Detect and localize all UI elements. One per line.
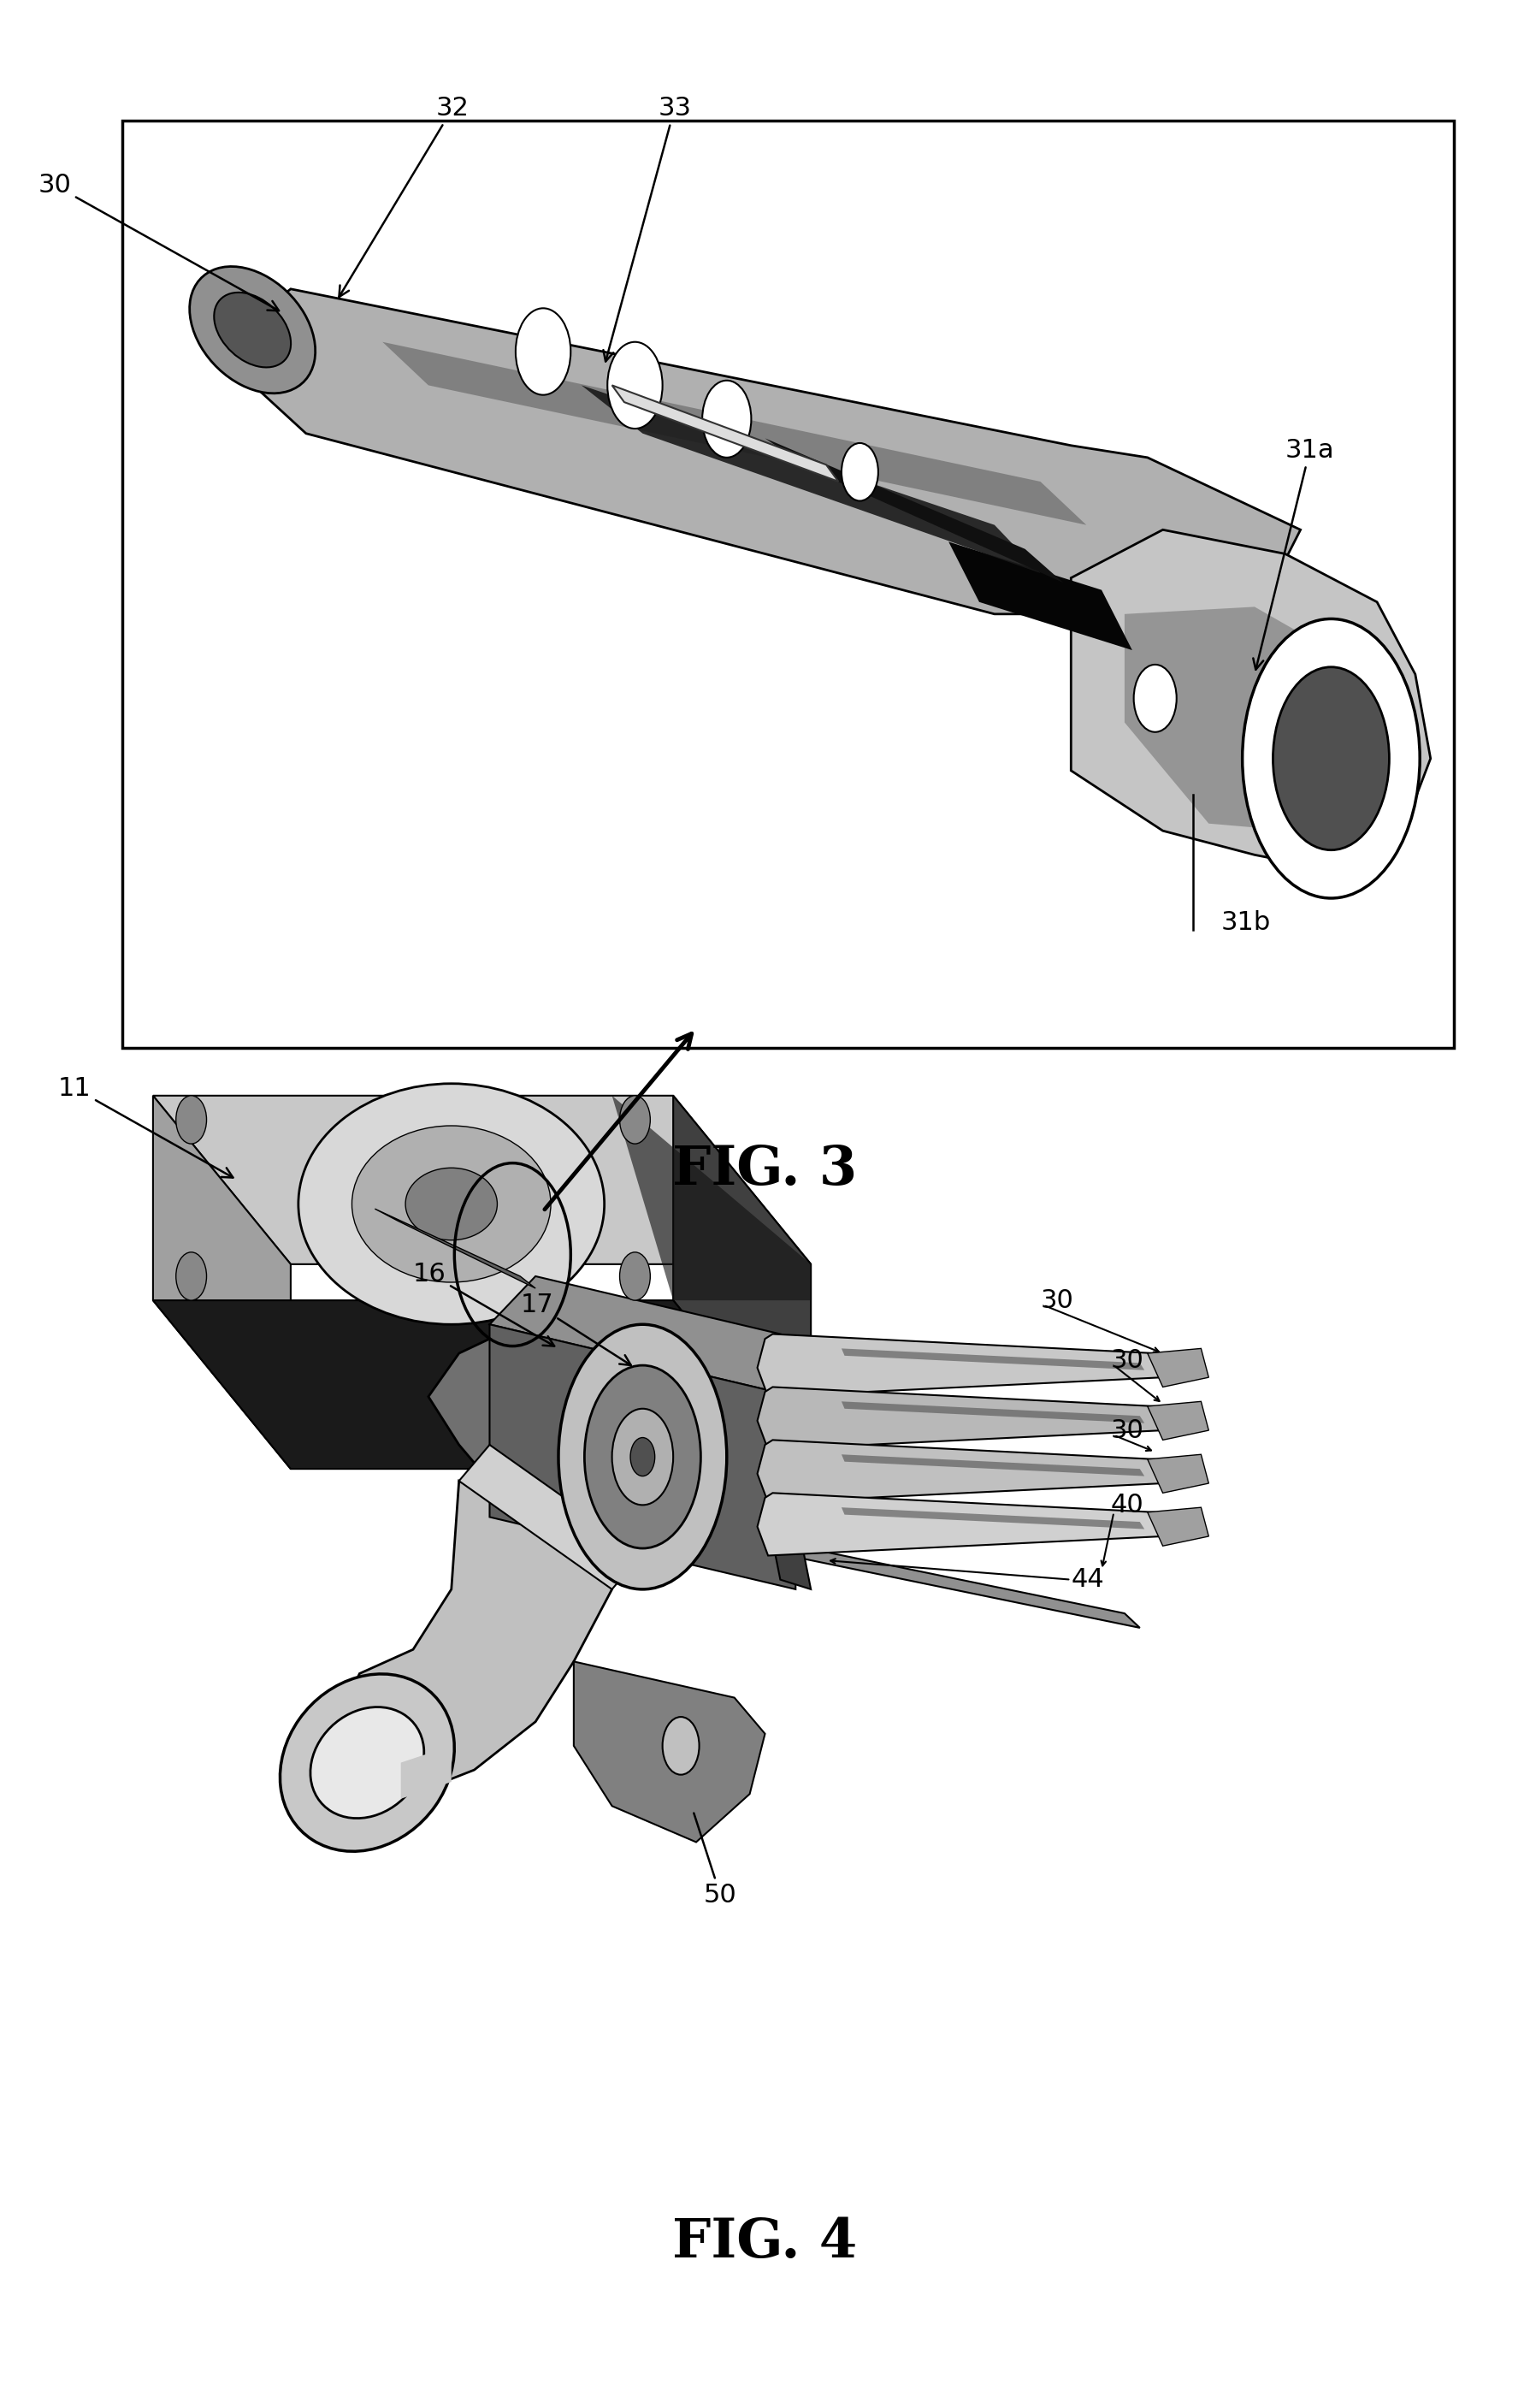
Polygon shape — [757, 1493, 1163, 1556]
Circle shape — [630, 1438, 655, 1476]
Circle shape — [1134, 665, 1177, 732]
Circle shape — [1273, 667, 1389, 850]
Polygon shape — [401, 1746, 451, 1799]
Text: 32: 32 — [340, 96, 470, 296]
Polygon shape — [574, 1662, 765, 1842]
Circle shape — [620, 1252, 650, 1300]
Polygon shape — [337, 1481, 612, 1794]
Text: 31a: 31a — [1253, 438, 1334, 669]
Polygon shape — [1148, 1401, 1209, 1440]
Ellipse shape — [405, 1168, 497, 1240]
Polygon shape — [643, 1300, 811, 1517]
Text: FIG. 3: FIG. 3 — [673, 1144, 857, 1197]
Circle shape — [176, 1252, 207, 1300]
Polygon shape — [153, 1096, 811, 1264]
Polygon shape — [428, 1324, 842, 1553]
Polygon shape — [842, 1454, 1144, 1476]
Ellipse shape — [214, 291, 291, 368]
Polygon shape — [765, 438, 1063, 583]
Polygon shape — [490, 1324, 796, 1589]
Bar — [122, 120, 1454, 1047]
Ellipse shape — [298, 1084, 604, 1324]
Polygon shape — [1148, 1507, 1209, 1546]
Ellipse shape — [311, 1707, 424, 1818]
Circle shape — [702, 380, 751, 458]
Polygon shape — [1071, 530, 1431, 867]
Circle shape — [584, 1365, 701, 1548]
Text: 40: 40 — [1111, 1493, 1144, 1517]
Polygon shape — [490, 1276, 842, 1397]
Polygon shape — [612, 1096, 811, 1300]
Circle shape — [607, 342, 662, 429]
Circle shape — [558, 1324, 727, 1589]
Text: 30: 30 — [1040, 1288, 1074, 1312]
Text: 30: 30 — [1111, 1348, 1144, 1373]
Polygon shape — [375, 1209, 536, 1288]
Polygon shape — [153, 1300, 811, 1469]
Polygon shape — [842, 1348, 1144, 1370]
Polygon shape — [773, 1541, 811, 1589]
Polygon shape — [757, 1334, 1163, 1397]
Polygon shape — [382, 342, 1086, 525]
Ellipse shape — [190, 267, 315, 393]
Polygon shape — [757, 1440, 1163, 1503]
Polygon shape — [459, 1445, 643, 1589]
Text: 44: 44 — [1071, 1568, 1105, 1592]
Text: FIG. 4: FIG. 4 — [673, 2215, 857, 2268]
Circle shape — [176, 1096, 207, 1144]
Polygon shape — [757, 1387, 1163, 1450]
Circle shape — [612, 1409, 673, 1505]
Text: 30: 30 — [1111, 1418, 1144, 1442]
Polygon shape — [1148, 1454, 1209, 1493]
Text: 16: 16 — [413, 1262, 554, 1346]
Text: 17: 17 — [520, 1293, 630, 1365]
Circle shape — [620, 1096, 650, 1144]
Polygon shape — [773, 1541, 1140, 1628]
Polygon shape — [153, 1096, 291, 1469]
Polygon shape — [612, 385, 838, 482]
Circle shape — [662, 1717, 699, 1775]
Text: 50: 50 — [693, 1813, 737, 1907]
Ellipse shape — [352, 1125, 551, 1281]
Polygon shape — [842, 1401, 1144, 1423]
Polygon shape — [842, 1507, 1144, 1529]
Polygon shape — [673, 1096, 811, 1469]
Circle shape — [516, 308, 571, 395]
Text: 31b: 31b — [1221, 910, 1271, 934]
Text: 11: 11 — [58, 1076, 233, 1178]
Circle shape — [842, 443, 878, 501]
Ellipse shape — [280, 1674, 454, 1852]
Polygon shape — [1148, 1348, 1209, 1387]
Polygon shape — [214, 289, 1300, 614]
Polygon shape — [1125, 607, 1369, 831]
Circle shape — [1242, 619, 1420, 898]
Polygon shape — [949, 542, 1132, 650]
Text: 30: 30 — [38, 173, 278, 311]
Polygon shape — [581, 385, 1040, 573]
Text: 33: 33 — [603, 96, 692, 361]
